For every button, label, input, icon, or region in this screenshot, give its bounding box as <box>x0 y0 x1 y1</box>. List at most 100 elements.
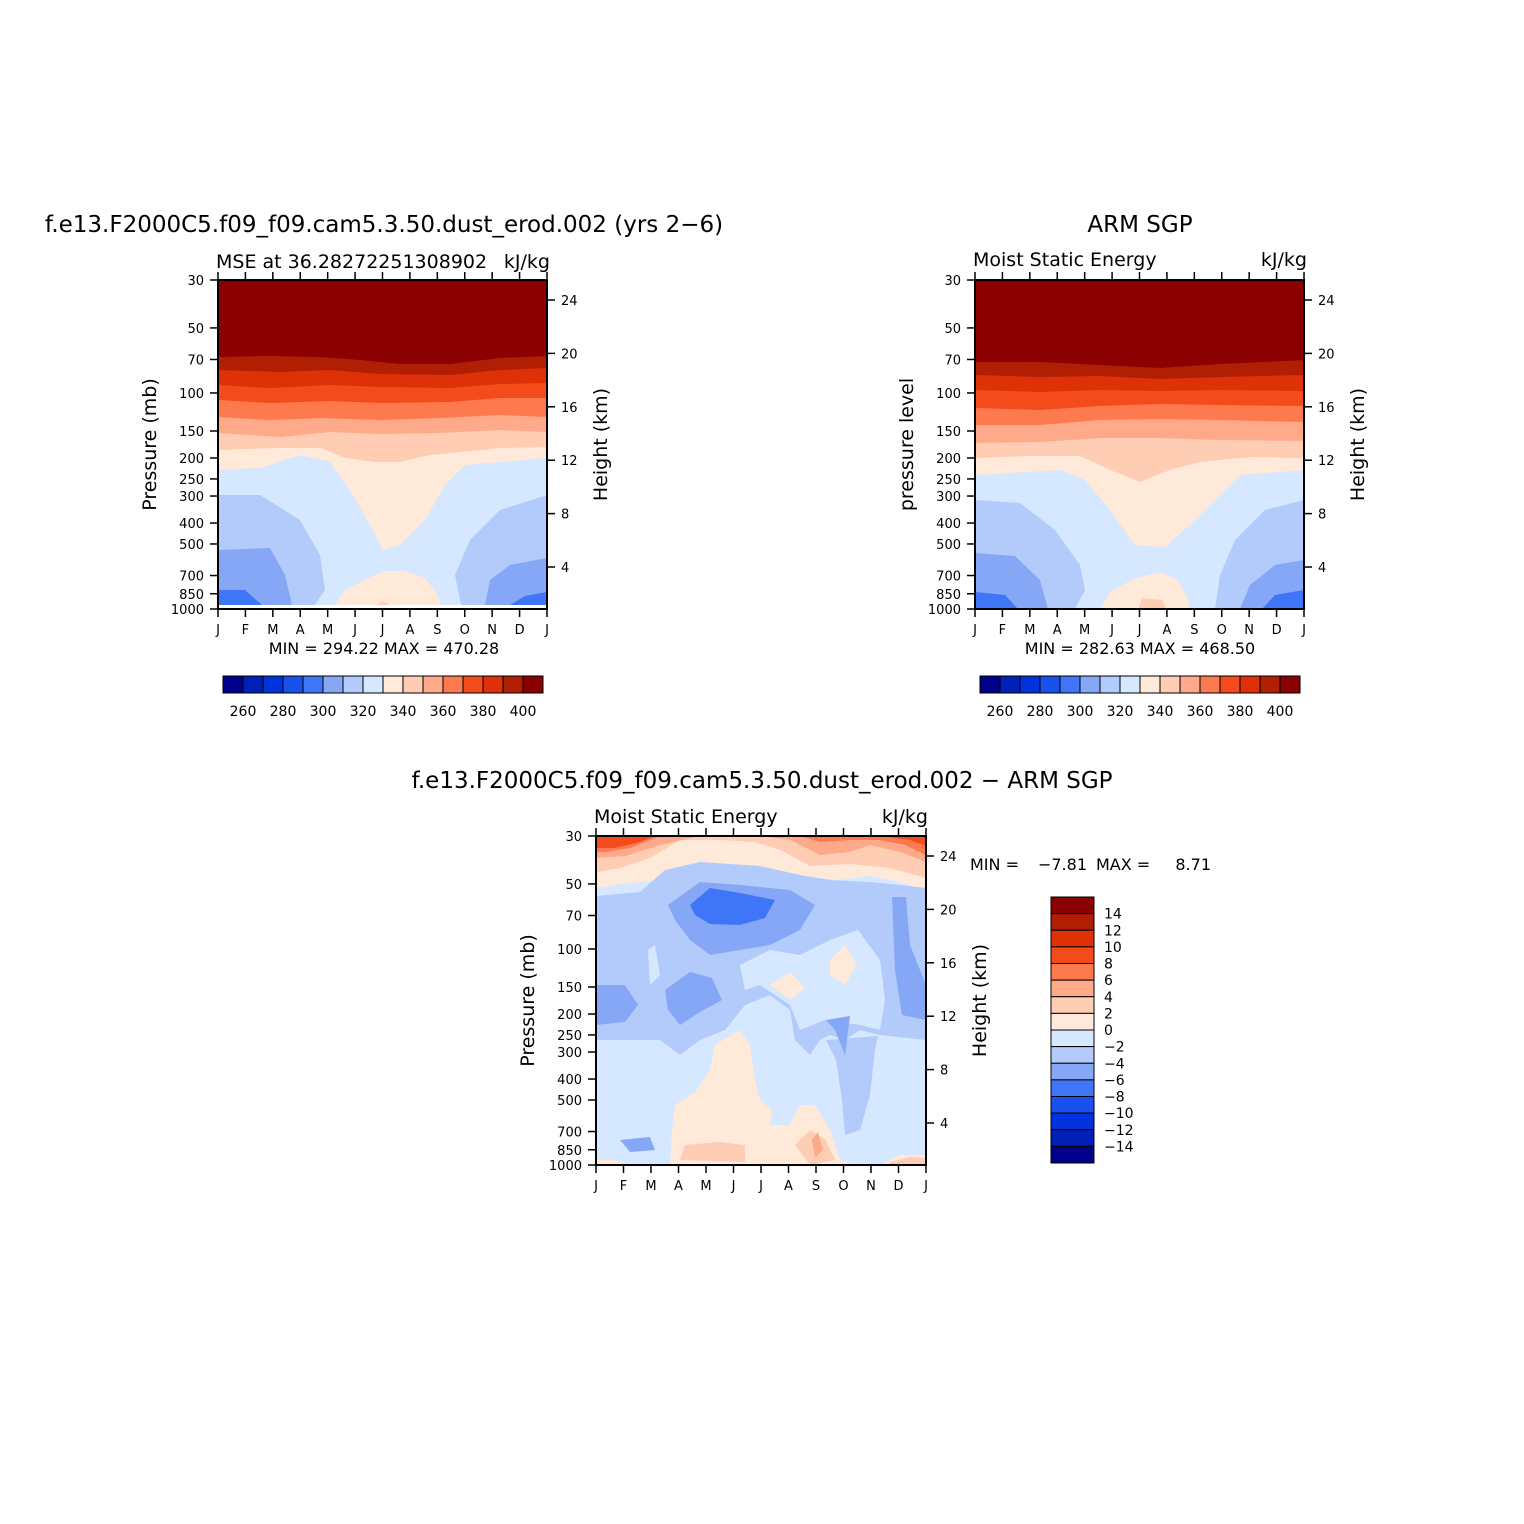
x-tick-label: J <box>215 623 220 638</box>
colorbar-cell <box>1050 1079 1095 1097</box>
contour-fill <box>648 945 660 985</box>
x-tick-label: J <box>1137 623 1142 638</box>
y-tick-label: 850 <box>557 1144 582 1159</box>
panel-diff-stats-min: −7.81 <box>1038 855 1087 874</box>
y-tick-label: 200 <box>179 452 204 467</box>
contour-fill <box>218 590 262 605</box>
contour-fill <box>812 1132 823 1158</box>
colorbar-label: 10 <box>1104 940 1122 956</box>
x-tick-label: N <box>1244 623 1254 638</box>
panel-diff-stats-min-label: MIN = <box>970 855 1019 874</box>
x-tick-label: J <box>593 1179 598 1194</box>
colorbar-label: 380 <box>1227 704 1254 720</box>
y-tick-label: 400 <box>936 517 961 532</box>
y-right-tick-label: 24 <box>1318 294 1335 309</box>
colorbar-label: 8 <box>1104 957 1113 973</box>
colorbar-label: 0 <box>1104 1023 1113 1039</box>
colorbar-label: 280 <box>270 704 297 720</box>
contour-fill <box>826 1036 878 1135</box>
colorbar-cell <box>1179 675 1201 694</box>
panel-obs-colorbar: 260 280 300 320 340 360 380 400 <box>979 675 1301 720</box>
contour-fill <box>596 985 638 1025</box>
contour-fill <box>975 592 1018 609</box>
x-tick-label: J <box>731 1179 736 1194</box>
colorbar-label: 2 <box>1104 1006 1113 1022</box>
colorbar-cell <box>1050 946 1095 964</box>
x-tick-label: D <box>1272 623 1282 638</box>
y-right-tick-label: 16 <box>940 957 957 972</box>
colorbar-cell <box>302 675 324 694</box>
y-tick-label: 100 <box>936 387 961 402</box>
y-tick-label: 70 <box>565 909 582 924</box>
x-tick-label: J <box>972 623 977 638</box>
x-tick-label: O <box>460 623 470 638</box>
x-tick-label: S <box>812 1179 820 1194</box>
colorbar-label: 4 <box>1104 990 1113 1006</box>
y-right-axis-label: Height (km) <box>590 388 612 501</box>
colorbar-label: 280 <box>1027 704 1054 720</box>
y-tick-label: 250 <box>557 1029 582 1044</box>
y-tick-label: 500 <box>179 538 204 553</box>
y-tick-label: 850 <box>936 588 961 603</box>
y-tick-label: 250 <box>179 473 204 488</box>
y-right-tick-label: 4 <box>561 561 569 576</box>
colorbar-cell <box>1050 1012 1095 1031</box>
y-tick-label: 850 <box>179 588 204 603</box>
x-tick-label: A <box>1053 623 1062 638</box>
contour-fill <box>770 972 805 1000</box>
y-right-tick-label: 4 <box>940 1117 948 1132</box>
y-tick-label: 150 <box>936 425 961 440</box>
x-tick-label: J <box>1109 623 1114 638</box>
colorbar-cell <box>1099 675 1121 694</box>
panel-diff-title: f.e13.F2000C5.f09_f09.cam5.3.50.dust_ero… <box>411 768 1112 794</box>
y-tick-label: 700 <box>936 570 961 585</box>
colorbar-cell <box>1050 1046 1095 1064</box>
x-tick-label: D <box>893 1179 903 1194</box>
colorbar-cell <box>1050 896 1095 915</box>
y-tick-label: 30 <box>187 274 204 289</box>
y-axis-label: Pressure (mb) <box>517 934 539 1067</box>
contour-fill <box>892 897 926 1020</box>
y-tick-label: 700 <box>557 1126 582 1141</box>
colorbar-cell <box>282 675 304 694</box>
y-right-tick-label: 12 <box>940 1010 957 1025</box>
y-tick-label: 400 <box>179 517 204 532</box>
colorbar-label: 360 <box>1187 704 1214 720</box>
panel-model-title: f.e13.F2000C5.f09_f09.cam5.3.50.dust_ero… <box>45 212 723 238</box>
colorbar-cell <box>1079 675 1101 694</box>
x-tick-label: F <box>620 1179 627 1194</box>
colorbar-label: −2 <box>1104 1040 1125 1056</box>
colorbar-cell <box>402 675 424 694</box>
y-tick-label: 300 <box>557 1046 582 1061</box>
panel-diff-stats-max-label: MAX = <box>1096 855 1150 874</box>
y-right-tick-label: 16 <box>1318 401 1335 416</box>
contour-fill <box>596 1160 630 1165</box>
contour-fill <box>485 558 547 605</box>
x-tick-label: F <box>999 623 1006 638</box>
y-tick-label: 300 <box>179 490 204 505</box>
y-right-tick-label: 4 <box>1318 561 1326 576</box>
x-tick-label: J <box>758 1179 763 1194</box>
x-tick-label: M <box>1024 623 1035 638</box>
contour-fill <box>335 571 440 605</box>
colorbar-cell <box>1059 675 1081 694</box>
y-tick-label: 30 <box>565 830 582 845</box>
colorbar-cell <box>482 675 504 694</box>
panel-model-colorbar: 260 280 300 320 340 360 380 400 <box>222 675 544 720</box>
panel-diff-subtitle-right: kJ/kg <box>882 806 928 828</box>
y-tick-label: 100 <box>179 387 204 402</box>
y-right-tick-label: 24 <box>940 850 957 865</box>
colorbar-label: 300 <box>1067 704 1094 720</box>
y-right-tick-label: 24 <box>561 294 578 309</box>
y-axis-label: pressure level <box>896 378 918 511</box>
contour-fill <box>218 280 547 364</box>
x-tick-label: A <box>674 1179 683 1194</box>
colorbar-cell <box>999 675 1021 694</box>
contour-fill <box>620 1137 655 1152</box>
colorbar-cell <box>362 675 384 694</box>
colorbar-cell <box>422 675 444 694</box>
y-right-tick-label: 8 <box>940 1064 948 1079</box>
colorbar-cell <box>1050 1112 1095 1131</box>
